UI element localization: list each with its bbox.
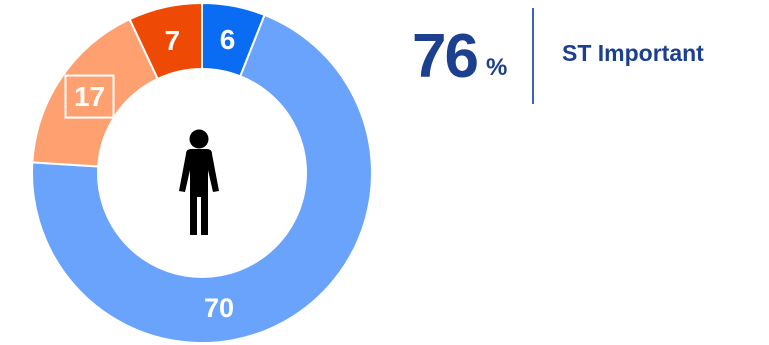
- donut-chart: 6 70 17 7: [31, 1, 373, 344]
- stat-caption: ST Important: [562, 40, 704, 66]
- stat-unit: %: [486, 54, 508, 81]
- donut-labels: 6 70 17 7: [64, 24, 236, 323]
- donut-label-6: 6: [220, 24, 236, 55]
- donut-slice-7: [128, 1, 203, 81]
- donut-label-7: 7: [165, 25, 181, 56]
- donut-label-17: 17: [74, 81, 105, 112]
- donut-slices: [31, 1, 373, 344]
- stat-value: 76: [412, 22, 479, 91]
- donut-label-70: 70: [204, 293, 234, 323]
- donut-label-highlight-box: [64, 74, 115, 119]
- stat-divider: [532, 8, 534, 104]
- person-icon: [179, 129, 219, 235]
- donut-slice-70: [31, 13, 373, 344]
